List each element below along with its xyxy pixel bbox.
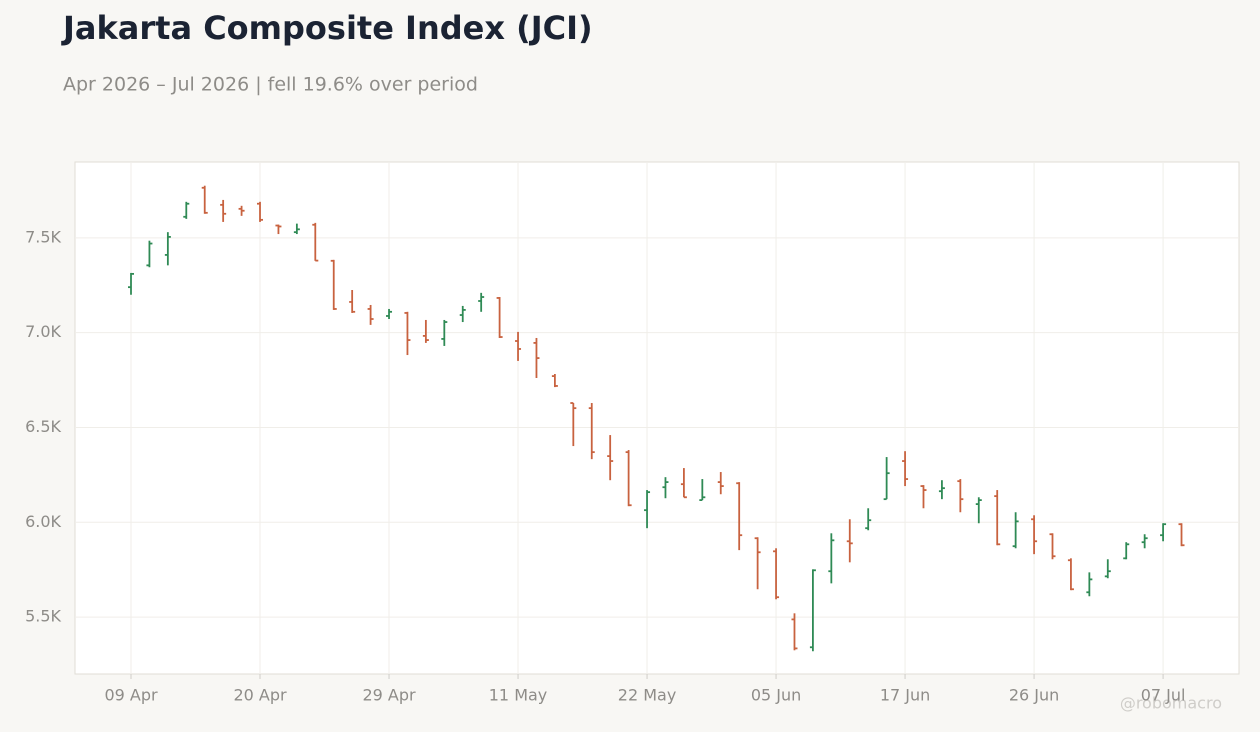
plot-area: [74, 161, 1240, 675]
x-tick-label: 07 Jul: [1141, 686, 1186, 705]
chart-title: Jakarta Composite Index (JCI): [61, 9, 593, 47]
watermark: @robomacro: [1120, 694, 1222, 713]
x-tick-label: 20 Apr: [233, 686, 287, 705]
chart-subtitle: Apr 2026 – Jul 2026 | fell 19.6% over pe…: [63, 74, 478, 96]
y-tick-label: 7.5K: [25, 227, 61, 246]
y-tick-label: 7.0K: [25, 322, 61, 341]
grid: [75, 162, 1239, 674]
x-tick-label: 29 Apr: [362, 686, 416, 705]
y-tick-label: 5.5K: [25, 607, 61, 626]
x-tick-label: 26 Jun: [1009, 686, 1059, 705]
y-tick-label: 6.5K: [25, 417, 61, 436]
marks: [128, 185, 1185, 652]
x-tick-label: 09 Apr: [104, 686, 158, 705]
y-tick-label: 6.0K: [25, 512, 61, 531]
x-tick-label: 05 Jun: [751, 686, 801, 705]
x-tick-label: 17 Jun: [880, 686, 930, 705]
x-tick-label: 22 May: [618, 686, 677, 705]
x-tick-label: 11 May: [489, 686, 548, 705]
